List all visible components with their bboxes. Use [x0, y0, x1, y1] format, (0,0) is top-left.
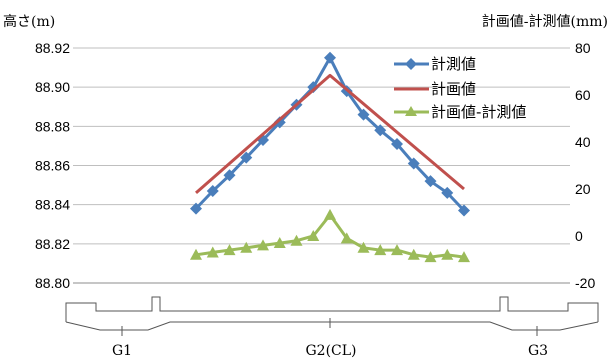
y-left-tick-label: 88.90 [35, 79, 70, 95]
y-right-tick-label: 20 [575, 181, 591, 197]
y-axis-left-ticks: 88.92 88.90 88.88 88.86 88.84 88.82 88.80 [35, 40, 70, 291]
data-point-diff [290, 234, 303, 246]
data-point-measured [458, 204, 470, 217]
y-right-tick-label: 0 [575, 228, 583, 244]
data-point-measured [190, 202, 202, 215]
data-point-measured [391, 137, 403, 150]
data-point-diff [273, 237, 286, 249]
data-point-diff [458, 251, 470, 263]
y-right-tick-label: 60 [575, 87, 591, 103]
legend-swatch-diff-marker [405, 106, 417, 116]
y-left-tick-label: 88.84 [35, 197, 70, 213]
data-point-diff [424, 251, 437, 263]
data-point-diff [340, 232, 353, 244]
data-point-diff [307, 230, 320, 241]
y-axis-left-label: 高さ(m) [3, 13, 55, 30]
data-point-measured [273, 116, 286, 129]
data-point-diff [257, 239, 269, 251]
data-point-measured [206, 184, 219, 197]
data-point-measured [441, 186, 454, 199]
y-right-tick-label: -20 [575, 275, 595, 291]
y-axis-right-label: 計画値-計測値(mm) [482, 14, 608, 30]
series-line-planned [195, 73, 465, 195]
data-point-diff [357, 241, 370, 253]
data-point-diff [240, 241, 253, 253]
legend-swatch-measured-marker [405, 58, 417, 70]
y-left-tick-label: 88.88 [35, 118, 70, 134]
legend-label-measured: 計測値 [431, 55, 476, 73]
y-right-tick-label: 80 [575, 40, 591, 56]
data-point-measured [240, 151, 253, 164]
y-axis-right-ticks: 80 60 40 20 0 -20 [575, 40, 595, 291]
data-point-diff [441, 248, 454, 260]
data-point-diff [223, 244, 236, 256]
grid-lines [73, 47, 570, 245]
y-left-tick-label: 88.80 [35, 275, 70, 291]
girder-label-g3: G3 [528, 343, 548, 359]
data-point-diff [391, 244, 403, 256]
bridge-cross-section [65, 296, 599, 336]
data-point-measured [424, 175, 437, 188]
deck-outline [65, 296, 599, 322]
legend-label-diff: 計画値-計測値 [431, 103, 526, 121]
data-point-diff [324, 208, 336, 220]
data-point-measured [357, 108, 370, 121]
data-point-diff [206, 246, 219, 258]
data-point-measured [407, 157, 420, 170]
data-point-diff [407, 248, 420, 260]
series-line-diff [195, 213, 465, 259]
data-point-diff [374, 244, 387, 256]
y-left-tick-label: 88.86 [35, 158, 70, 174]
y-right-tick-label: 40 [575, 134, 591, 150]
girder-label-g1: G1 [112, 343, 132, 359]
deck-underside [65, 321, 599, 331]
series-line-measured [194, 56, 466, 212]
y-left-tick-label: 88.92 [35, 40, 70, 56]
data-point-measured [307, 81, 320, 94]
girder-label-g2: G2(CL) [305, 343, 356, 359]
data-point-measured [374, 124, 387, 137]
legend: 計測値 計画値 計画値-計測値 [394, 55, 526, 121]
y-left-tick-label: 88.82 [35, 236, 70, 252]
data-point-measured [324, 51, 336, 64]
data-point-measured [223, 169, 236, 182]
legend-label-planned: 計画値 [431, 80, 476, 98]
series-layer [190, 51, 470, 263]
data-point-diff [190, 248, 202, 260]
